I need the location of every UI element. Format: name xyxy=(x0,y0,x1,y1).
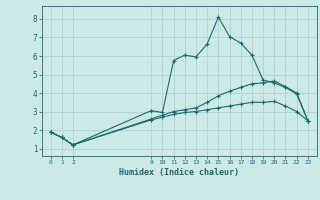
X-axis label: Humidex (Indice chaleur): Humidex (Indice chaleur) xyxy=(119,168,239,177)
